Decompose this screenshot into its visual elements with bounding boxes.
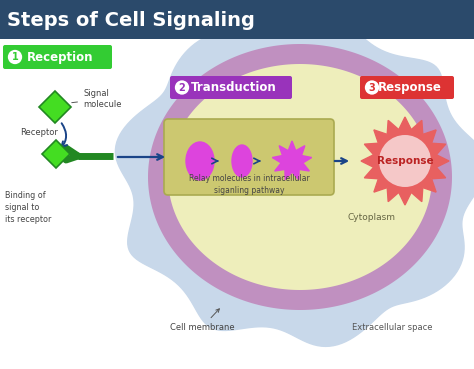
Polygon shape — [116, 15, 474, 346]
Ellipse shape — [186, 142, 214, 180]
Polygon shape — [42, 140, 70, 168]
Text: 2: 2 — [179, 83, 185, 93]
Text: Cell membrane: Cell membrane — [170, 309, 235, 331]
Text: Response: Response — [377, 156, 433, 166]
Polygon shape — [272, 141, 312, 180]
Text: Transduction: Transduction — [191, 81, 277, 94]
FancyBboxPatch shape — [360, 76, 454, 99]
FancyBboxPatch shape — [3, 45, 112, 69]
Circle shape — [379, 135, 431, 187]
Text: Cytoplasm: Cytoplasm — [348, 213, 396, 221]
FancyBboxPatch shape — [164, 119, 334, 195]
Text: Signal
molecule: Signal molecule — [72, 89, 121, 109]
Text: Extracellular space: Extracellular space — [352, 323, 432, 331]
FancyBboxPatch shape — [0, 0, 474, 39]
Polygon shape — [361, 117, 449, 205]
Text: Relay molecules in intracellular
siganling pathway: Relay molecules in intracellular siganli… — [189, 174, 310, 195]
Text: Reception: Reception — [27, 51, 93, 63]
Text: 1: 1 — [12, 52, 18, 62]
Circle shape — [364, 79, 380, 96]
FancyBboxPatch shape — [170, 76, 292, 99]
Text: 3: 3 — [369, 83, 375, 93]
Text: Receptor: Receptor — [20, 128, 58, 137]
Circle shape — [174, 79, 190, 96]
Circle shape — [7, 49, 23, 65]
Polygon shape — [39, 91, 71, 123]
Text: Binding of
signal to
its receptor: Binding of signal to its receptor — [5, 191, 51, 224]
Polygon shape — [148, 44, 452, 310]
Ellipse shape — [232, 145, 252, 177]
Polygon shape — [168, 64, 432, 290]
Text: Steps of Cell Signaling: Steps of Cell Signaling — [7, 10, 255, 30]
Text: Response: Response — [378, 81, 442, 94]
